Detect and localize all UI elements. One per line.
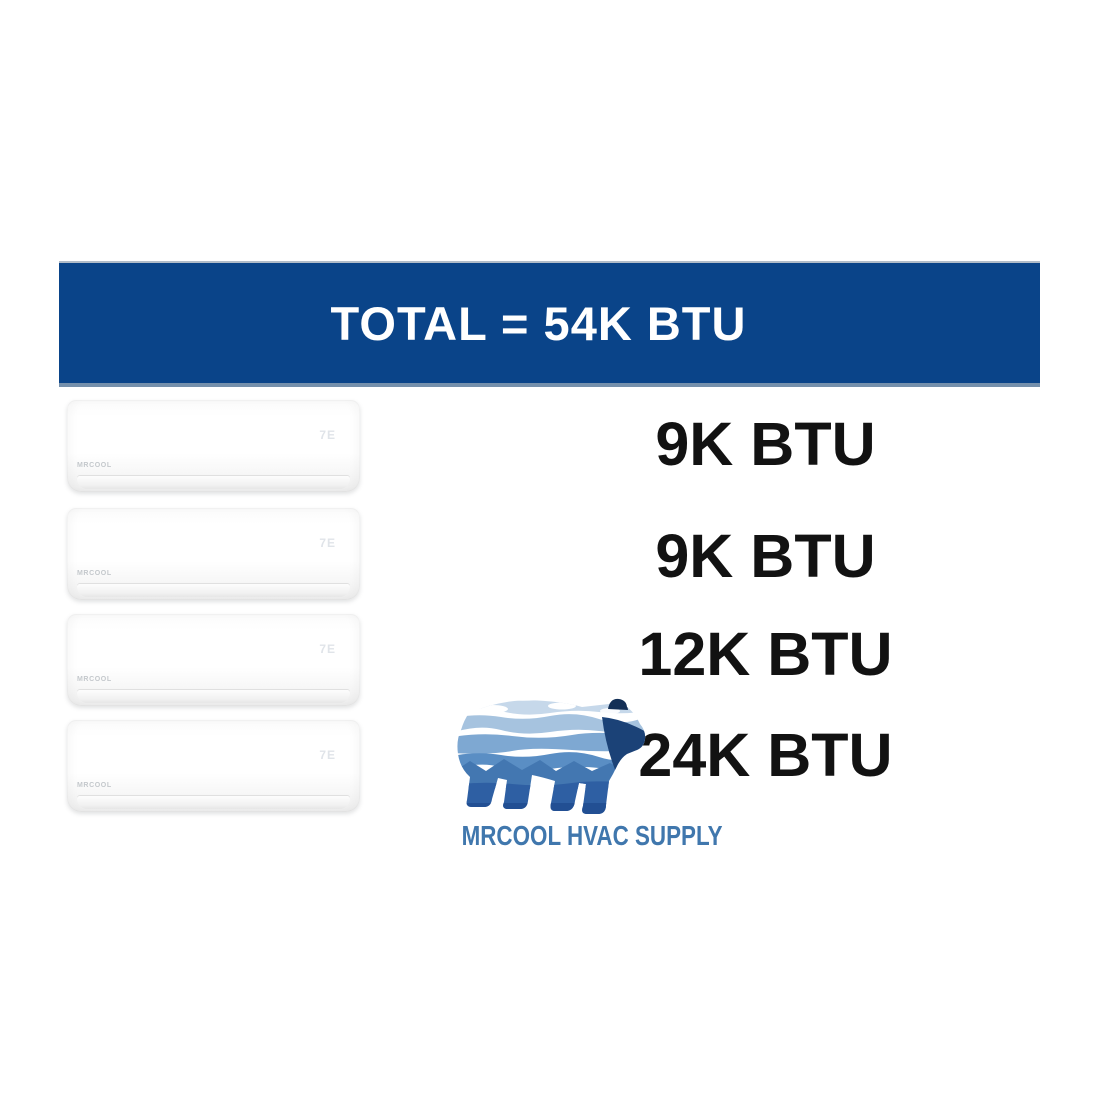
ac-unit-body: MRCOOL 7E: [67, 720, 360, 812]
ac-unit-2: MRCOOL 7E: [67, 508, 360, 600]
ac-unit-body: MRCOOL 7E: [67, 508, 360, 600]
total-banner: TOTAL = 54K BTU: [59, 261, 1040, 387]
ac-display-glyph: 7E: [319, 536, 336, 550]
ac-display-glyph: 7E: [319, 642, 336, 656]
logo-wordmark: MRCOOL HVAC SUPPLY: [461, 820, 723, 851]
ac-brand-label: MRCOOL: [77, 462, 112, 469]
bear-logo-icon: [457, 697, 646, 814]
ac-unit-body: MRCOOL 7E: [67, 400, 360, 492]
ac-brand-label: MRCOOL: [77, 782, 112, 789]
ac-unit-body: MRCOOL 7E: [67, 614, 360, 706]
ac-vent: [77, 796, 350, 809]
btu-label-4: 24K BTU: [638, 721, 893, 789]
ac-vent: [77, 476, 350, 489]
ac-brand-label: MRCOOL: [77, 570, 112, 577]
ac-unit-3: MRCOOL 7E: [67, 614, 360, 706]
banner-title: TOTAL = 54K BTU: [330, 296, 747, 350]
btu-label-3: 12K BTU: [638, 620, 893, 688]
ac-vent: [77, 584, 350, 597]
ac-unit-1: MRCOOL 7E: [67, 400, 360, 492]
ac-display-glyph: 7E: [319, 748, 336, 762]
ac-brand-label: MRCOOL: [77, 676, 112, 683]
ac-vent: [77, 690, 350, 703]
btu-label-2: 9K BTU: [655, 522, 876, 590]
ac-unit-4: MRCOOL 7E: [67, 720, 360, 812]
ac-display-glyph: 7E: [319, 428, 336, 442]
btu-label-1: 9K BTU: [655, 410, 876, 478]
